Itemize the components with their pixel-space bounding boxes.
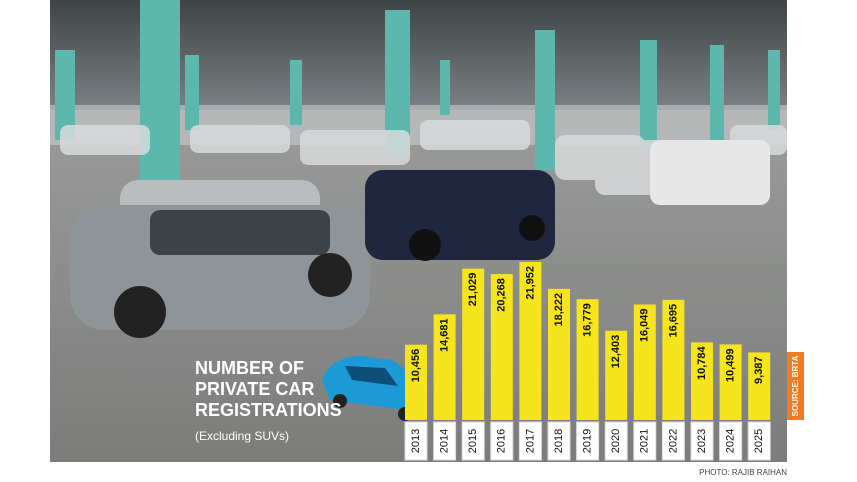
x-tick-label: 2017: [524, 429, 536, 453]
bar: [576, 299, 599, 420]
value-label: 9,387: [753, 356, 765, 384]
x-tick-label: 2014: [439, 429, 451, 453]
chart-title: REGISTRATIONS: [195, 400, 342, 420]
bar: [548, 288, 570, 420]
value-label: 21,029: [467, 273, 479, 307]
value-label: 18,222: [553, 293, 565, 327]
chart-subtitle: (Excluding SUVs): [195, 429, 289, 443]
category-box: [576, 421, 600, 461]
category-box: [690, 421, 714, 461]
chart-title: PRIVATE CAR: [195, 379, 314, 399]
category-box: [604, 421, 628, 461]
x-tick-label: 2025: [753, 429, 765, 453]
category-box: [518, 421, 542, 461]
source-tab: [787, 352, 804, 420]
value-label: 10,784: [696, 346, 708, 381]
x-tick-label: 2013: [410, 429, 422, 453]
x-tick-label: 2022: [667, 429, 679, 453]
category-box: [490, 421, 514, 461]
bar: [433, 314, 456, 420]
bar: [490, 274, 513, 420]
value-label: 10,456: [410, 349, 422, 383]
bar: [405, 344, 427, 420]
value-label: 16,695: [667, 304, 679, 338]
value-label: 16,779: [582, 303, 594, 337]
bar: [719, 344, 742, 420]
value-label: 20,268: [496, 278, 508, 312]
x-tick-label: 2024: [725, 429, 737, 453]
category-box: [404, 421, 428, 461]
value-label: 10,499: [725, 348, 737, 382]
bar: [633, 304, 656, 420]
x-tick-label: 2021: [639, 429, 651, 453]
category-box: [719, 421, 743, 461]
category-box: [547, 421, 571, 461]
source: SOURCE: BRTA: [791, 355, 800, 416]
category-box: [747, 421, 771, 461]
photo-credit: PHOTO: RAJIB RAIHAN: [699, 468, 787, 477]
category-box: [633, 421, 657, 461]
x-tick-label: 2020: [610, 429, 622, 453]
photo: [50, 0, 787, 462]
x-tick-label: 2023: [696, 429, 708, 453]
value-label: 12,403: [610, 335, 622, 369]
value-label: 16,049: [639, 308, 651, 342]
x-tick-label: 2016: [496, 429, 508, 453]
value-label: 21,952: [524, 266, 536, 300]
bar: [462, 268, 485, 420]
x-tick-label: 2018: [553, 429, 565, 453]
category-box: [661, 421, 685, 461]
category-box: [433, 421, 457, 461]
category-box: [461, 421, 485, 461]
bar: [519, 262, 542, 420]
value-label: 14,681: [439, 318, 451, 352]
chart-title: NUMBER OF: [195, 358, 304, 378]
bar: [691, 342, 713, 420]
bar: [748, 352, 771, 420]
bar: [605, 330, 628, 420]
bar: [662, 299, 685, 420]
x-tick-label: 2019: [582, 429, 594, 453]
x-tick-label: 2015: [467, 429, 479, 453]
